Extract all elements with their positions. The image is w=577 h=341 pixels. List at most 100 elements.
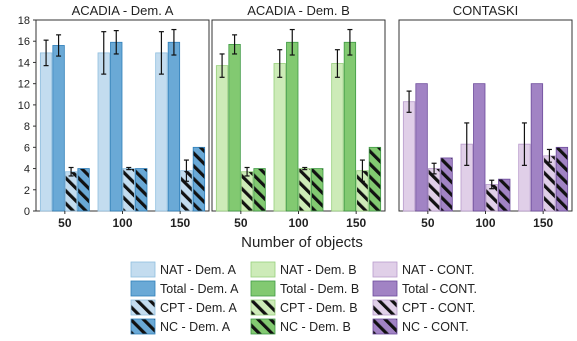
bar <box>77 168 90 212</box>
legend-label: NC - Dem. A <box>160 320 231 334</box>
x-tick-label: 100 <box>112 216 132 230</box>
error-bar <box>219 53 225 78</box>
error-bar <box>43 39 49 67</box>
bar <box>253 168 266 212</box>
legend-item: Total - Dem. A <box>130 280 239 297</box>
legend-item: NAT - Dem. A <box>130 261 237 278</box>
legend-swatch <box>372 261 398 278</box>
x-tick-label: 100 <box>475 216 495 230</box>
error-bar <box>464 122 470 166</box>
x-tick-label: 50 <box>58 216 72 230</box>
legend-item: CPT - Dem. B <box>250 299 358 316</box>
error-bar <box>101 31 107 75</box>
legend-swatch <box>250 318 276 335</box>
error-bar <box>521 122 527 166</box>
y-tick-label: 8 <box>24 121 30 133</box>
panel-1: ACADIA - Dem. A 0 2 4 6 8 10 12 14 16 18 50 100 150 <box>18 3 210 230</box>
y-tick-label: 6 <box>24 142 30 154</box>
x-tick-label: 150 <box>533 216 553 230</box>
panel-title: ACADIA - Dem. A <box>72 3 174 18</box>
error-bar <box>171 28 177 56</box>
legend-label: Total - CONT. <box>402 282 477 296</box>
bar <box>440 157 453 212</box>
legend-swatch <box>130 299 156 316</box>
bar <box>331 63 344 212</box>
error-bar <box>289 28 295 56</box>
bar <box>343 41 357 212</box>
legend-swatch <box>130 280 156 297</box>
bar <box>543 155 556 212</box>
legend-item: NC - CONT. <box>372 318 469 335</box>
panel-title: ACADIA - Dem. B <box>247 3 350 18</box>
legend-label: NAT - Dem. B <box>280 263 357 277</box>
y-tick-label: 16 <box>18 36 30 48</box>
legend-item: NAT - Dem. B <box>250 261 357 278</box>
legend-label: NC - Dem. B <box>280 320 351 334</box>
legend-item: Total - Dem. B <box>250 280 359 297</box>
error-bar <box>546 148 552 163</box>
bar <box>110 41 123 212</box>
error-bar <box>431 162 437 175</box>
legend-label: CPT - Dem. A <box>160 301 238 315</box>
legend-item: CPT - CONT. <box>372 299 475 316</box>
panel-title: CONTASKI <box>453 3 519 18</box>
y-tick-label: 2 <box>24 185 30 197</box>
bar <box>298 168 311 212</box>
bar <box>555 146 569 212</box>
bar <box>215 65 229 212</box>
bar <box>97 52 110 212</box>
y-tick-label: 18 <box>18 15 30 27</box>
error-bar <box>347 28 353 56</box>
x-axis-label: Number of objects <box>241 234 363 251</box>
legend-item: NC - Dem. A <box>130 318 231 335</box>
legend-item: NAT - CONT. <box>372 261 474 278</box>
bar <box>39 52 53 212</box>
panel-2: ACADIA - Dem. B 50 100 150 <box>211 3 386 230</box>
bar <box>473 83 486 212</box>
x-tick-label: 50 <box>421 216 435 230</box>
legend-swatch <box>250 299 276 316</box>
error-bar <box>277 49 283 78</box>
bar <box>240 171 254 212</box>
error-bar <box>158 31 164 75</box>
legend-swatch <box>130 261 156 278</box>
legend-swatch <box>250 261 276 278</box>
legend-swatch <box>372 318 398 335</box>
legend-item: Total - CONT. <box>372 280 477 297</box>
error-bar <box>56 34 62 57</box>
bar <box>286 41 299 212</box>
error-bar <box>334 49 340 78</box>
legend-label: NC - CONT. <box>402 320 469 334</box>
bar <box>135 168 148 212</box>
legend-label: Total - Dem. B <box>280 282 359 296</box>
legend-label: CPT - CONT. <box>402 301 475 315</box>
error-bar <box>406 90 412 113</box>
legend-label: CPT - Dem. B <box>280 301 358 315</box>
legend-item: CPT - Dem. A <box>130 299 238 316</box>
panel-3: CONTASKI 50 100 150 <box>398 3 573 230</box>
bar <box>498 178 511 212</box>
legend-label: Total - Dem. A <box>160 282 239 296</box>
bar <box>64 171 78 212</box>
error-bar <box>113 30 119 55</box>
bar <box>368 146 382 212</box>
bar <box>155 52 168 212</box>
error-bar <box>232 34 238 55</box>
bar <box>52 45 65 212</box>
bar <box>122 168 135 212</box>
error-bar <box>302 166 308 171</box>
bar <box>228 44 241 212</box>
error-bar <box>183 159 189 182</box>
bar <box>427 168 441 212</box>
legend-swatch <box>372 299 398 316</box>
bar <box>311 168 324 212</box>
y-tick-label: 14 <box>18 57 30 69</box>
legend-label: NAT - CONT. <box>402 263 474 277</box>
legend: NAT - Dem. A Total - Dem. A CPT - Dem. A NC… <box>130 261 477 335</box>
x-tick-label: 150 <box>170 216 190 230</box>
error-bar <box>359 159 365 182</box>
bar <box>192 146 206 212</box>
bar <box>273 63 286 212</box>
y-tick-label: 0 <box>24 206 30 218</box>
